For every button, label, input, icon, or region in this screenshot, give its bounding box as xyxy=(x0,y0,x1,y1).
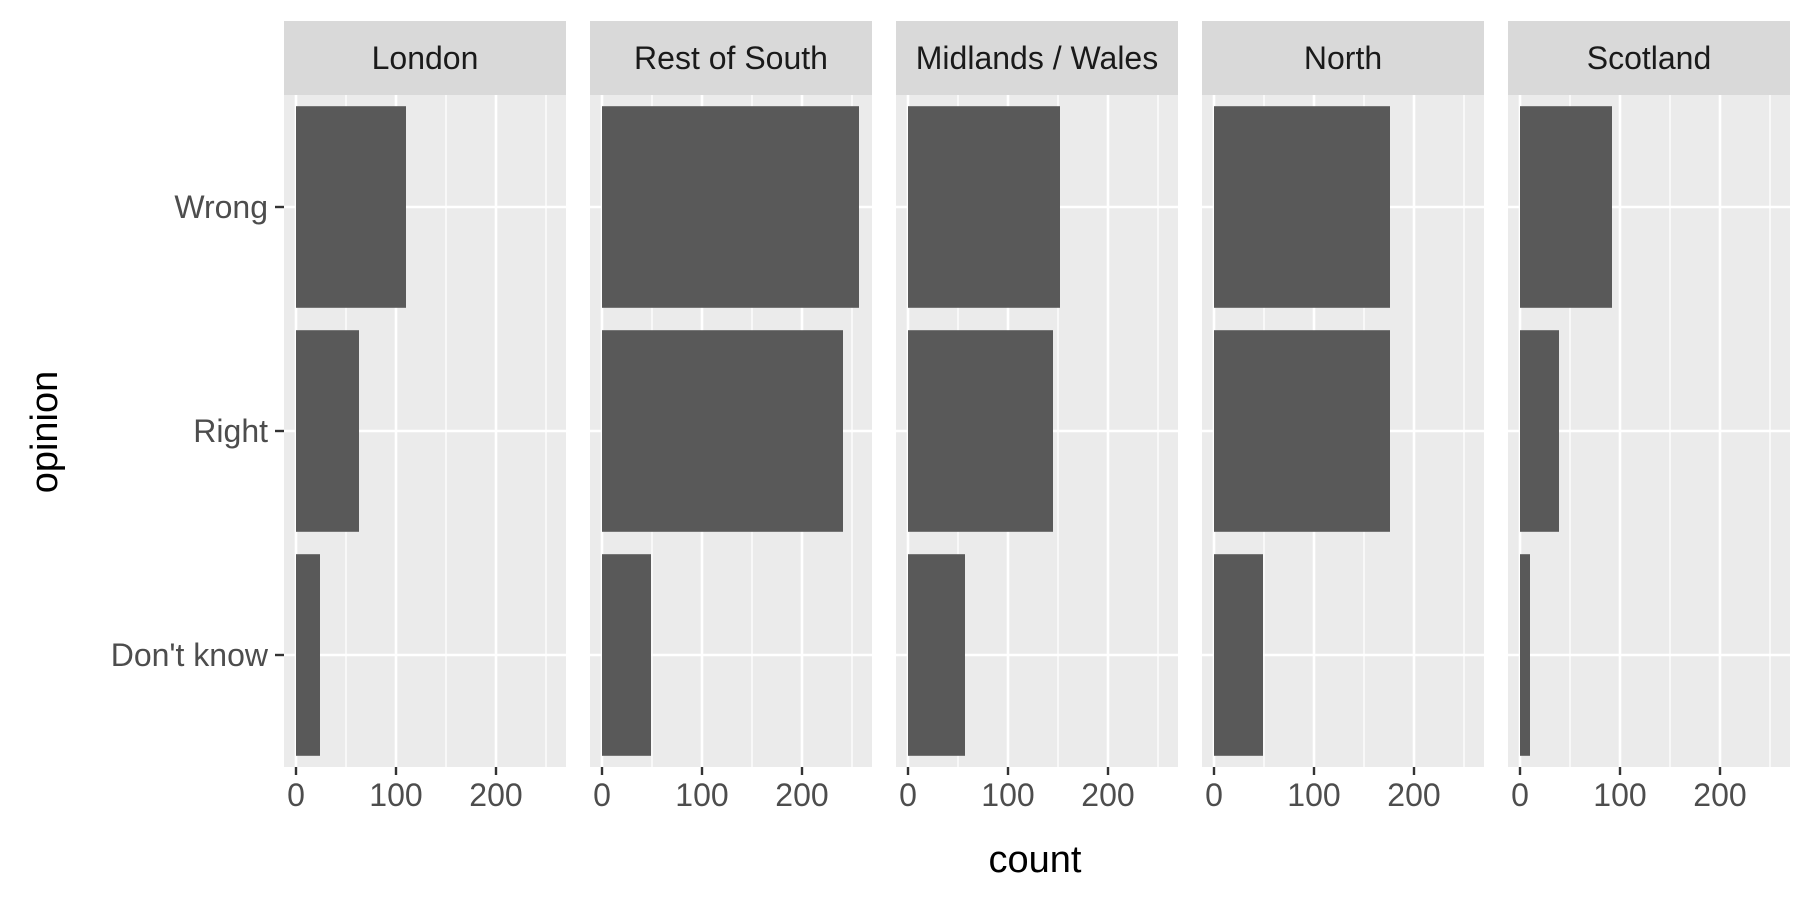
y-axis-title: opinion xyxy=(24,371,66,494)
x-tick-label: 100 xyxy=(981,777,1034,813)
facet-midlands-wales: Midlands / Wales 0 100 200 xyxy=(896,21,1178,813)
bar-rest-of-south-don-t-know xyxy=(602,554,651,756)
x-tick-label: 200 xyxy=(1387,777,1440,813)
facet-rest-of-south: Rest of South 0 100 200 xyxy=(590,21,872,813)
bar-london-don-t-know xyxy=(296,554,320,756)
bar-rest-of-south-wrong xyxy=(602,106,859,308)
bar-midlands-wales-don-t-know xyxy=(908,554,965,756)
y-tick-label: Don't know xyxy=(111,637,269,673)
x-axis-title: count xyxy=(989,839,1082,881)
bar-midlands-wales-right xyxy=(908,330,1053,532)
x-tick-label: 0 xyxy=(593,777,611,813)
facet-strip-label: Midlands / Wales xyxy=(916,40,1158,76)
facet-strip-label: London xyxy=(372,40,479,76)
bar-north-wrong xyxy=(1214,106,1390,308)
facet-strip-label: North xyxy=(1304,40,1382,76)
facet-strip xyxy=(590,21,872,95)
facet-london: London 0 100 200 xyxy=(284,21,566,813)
x-tick-label: 200 xyxy=(1693,777,1746,813)
x-tick-label: 0 xyxy=(899,777,917,813)
x-tick-label: 0 xyxy=(287,777,305,813)
facet-north: North 0 100 200 xyxy=(1202,21,1484,813)
bar-scotland-right xyxy=(1520,330,1559,532)
bar-london-right xyxy=(296,330,359,532)
bar-london-wrong xyxy=(296,106,406,308)
x-tick-label: 100 xyxy=(1593,777,1646,813)
x-tick-label: 100 xyxy=(369,777,422,813)
x-tick-label: 200 xyxy=(775,777,828,813)
bar-north-right xyxy=(1214,330,1390,532)
facet-strip xyxy=(284,21,566,95)
facet-scotland: Scotland 0 100 200 xyxy=(1508,21,1790,813)
x-tick-label: 0 xyxy=(1205,777,1223,813)
x-tick-label: 200 xyxy=(1081,777,1134,813)
facet-strip-label: Rest of South xyxy=(634,40,828,76)
x-tick-label: 100 xyxy=(675,777,728,813)
x-tick-label: 200 xyxy=(469,777,522,813)
bar-midlands-wales-wrong xyxy=(908,106,1060,308)
y-axis: Wrong Right Don't know xyxy=(111,189,284,673)
facet-strip xyxy=(1202,21,1484,95)
bar-scotland-wrong xyxy=(1520,106,1612,308)
facet-strip xyxy=(896,21,1178,95)
x-tick-label: 100 xyxy=(1287,777,1340,813)
bar-rest-of-south-right xyxy=(602,330,843,532)
facet-strip xyxy=(1508,21,1790,95)
x-tick-label: 0 xyxy=(1511,777,1529,813)
y-tick-label: Wrong xyxy=(174,189,268,225)
facet-strip-label: Scotland xyxy=(1587,40,1712,76)
bar-north-don-t-know xyxy=(1214,554,1263,756)
y-tick-label: Right xyxy=(193,413,268,449)
bar-scotland-don-t-know xyxy=(1520,554,1530,756)
